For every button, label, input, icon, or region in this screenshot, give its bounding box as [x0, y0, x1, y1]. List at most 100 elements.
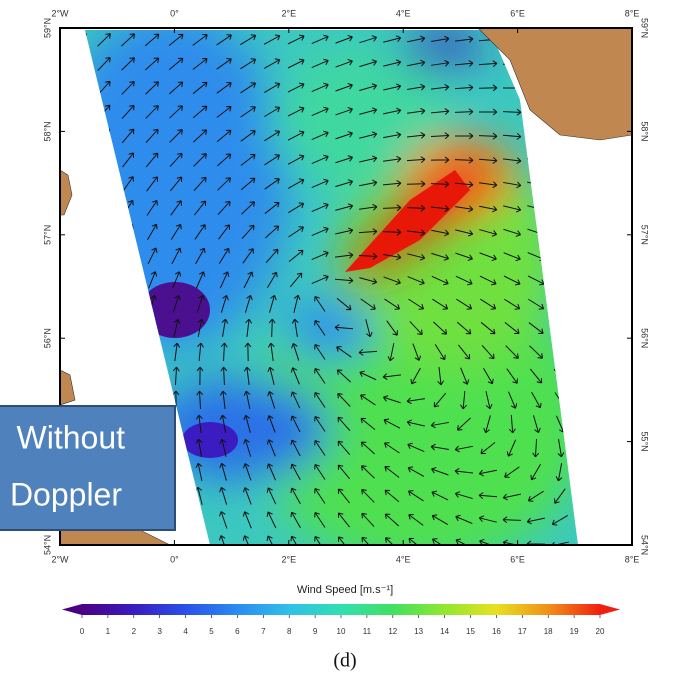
wind-arrow	[290, 439, 301, 457]
wind-arrow	[431, 490, 449, 501]
wind-arrow	[407, 83, 426, 91]
wind-arrow	[240, 106, 256, 118]
wind-arrow	[335, 83, 353, 92]
callout: Without Doppler	[0, 405, 176, 531]
wind-arrow	[335, 107, 353, 116]
wind-arrow	[409, 321, 423, 336]
wind-arrow	[383, 59, 402, 67]
wind-arrow	[437, 367, 444, 386]
wind-arrow	[311, 274, 329, 285]
wind-arrow	[314, 296, 326, 312]
wind-arrow	[384, 442, 400, 454]
lat-label: 57°N	[42, 225, 52, 245]
wind-arrow	[359, 83, 378, 91]
wind-arrow	[434, 344, 446, 361]
wind-arrow	[240, 58, 257, 70]
colorbar-tick-label: 19	[570, 627, 579, 636]
wind-arrow	[147, 223, 158, 241]
wind-arrow	[360, 394, 376, 406]
wind-arrow	[337, 464, 351, 480]
colorbar-tick-label: 5	[209, 627, 214, 636]
wind-arrow	[244, 294, 253, 313]
wind-arrow	[478, 84, 498, 92]
colorbar-tick-label: 12	[388, 627, 397, 636]
wind-arrow	[218, 224, 230, 240]
wind-arrow	[431, 229, 450, 237]
wind-arrow	[197, 342, 204, 362]
wind-arrow	[359, 35, 377, 44]
wind-arrow	[287, 58, 305, 69]
wind-arrow	[479, 252, 497, 262]
colorbar-tick-label: 16	[492, 627, 501, 636]
wind-arrow	[407, 59, 426, 67]
wind-arrow	[314, 512, 326, 528]
wind-arrow	[412, 343, 422, 361]
wind-arrow	[407, 466, 425, 477]
wind-arrow	[121, 104, 135, 119]
wind-arrow	[263, 58, 281, 69]
wind-arrow	[407, 132, 426, 139]
wind-arrow	[264, 178, 280, 190]
wind-arrow	[288, 202, 305, 214]
colorbar-tick-label: 11	[363, 627, 372, 636]
wind-arrow	[456, 321, 472, 335]
wind-arrow	[406, 204, 426, 212]
wind-arrow	[266, 511, 277, 529]
wind-arrow	[311, 82, 329, 93]
wind-arrow	[555, 463, 563, 482]
wind-arrow	[359, 107, 378, 115]
wind-arrow	[145, 81, 159, 95]
wind-arrow	[168, 33, 184, 47]
wind-arrow	[287, 154, 305, 165]
wind-arrow	[529, 345, 544, 359]
wind-arrow	[532, 438, 540, 458]
wind-arrow	[431, 467, 449, 476]
wind-arrow	[195, 271, 206, 289]
wind-arrow	[337, 416, 351, 432]
wind-arrow	[554, 488, 566, 504]
wind-arrow	[334, 277, 354, 284]
wind-arrow	[454, 60, 474, 67]
wind-arrow	[454, 108, 474, 116]
wind-arrow	[287, 178, 305, 189]
wind-arrow	[192, 105, 208, 119]
wind-arrow	[551, 515, 569, 526]
wind-arrow	[267, 366, 275, 385]
wind-arrow	[193, 200, 207, 216]
wind-arrow	[216, 58, 232, 70]
wind-arrow	[528, 298, 545, 310]
wind-arrow	[287, 106, 305, 117]
wind-arrow	[290, 487, 301, 505]
lon-label: 4°E	[396, 8, 411, 18]
wind-arrow	[337, 393, 351, 407]
wind-arrow	[478, 108, 498, 116]
wind-arrow	[218, 247, 230, 264]
wind-arrow	[407, 442, 425, 453]
wind-arrow	[454, 468, 473, 475]
wind-arrow	[145, 105, 159, 119]
wind-arrow	[266, 487, 277, 505]
wind-arrow	[267, 391, 276, 409]
wind-arrow	[290, 511, 301, 529]
lon-label: 8°E	[625, 554, 640, 564]
wind-arrow	[173, 342, 181, 361]
wind-arrow	[361, 489, 375, 503]
wind-arrow	[430, 108, 450, 115]
wind-arrow	[478, 469, 497, 477]
wind-arrow	[502, 108, 522, 116]
wind-arrow	[359, 59, 378, 68]
colorbar-tick-label: 2	[132, 627, 137, 636]
wind-arrow	[382, 204, 402, 212]
wind-arrow	[529, 368, 543, 384]
wind-arrow	[311, 130, 329, 141]
wind-arrow	[431, 252, 450, 261]
wind-arrow	[360, 298, 376, 310]
land	[60, 169, 73, 216]
wind-arrow	[359, 370, 377, 381]
wind-arrow	[502, 133, 522, 140]
wind-arrow	[269, 294, 277, 313]
colorbar-tick-label: 10	[337, 627, 346, 636]
wind-arrow	[193, 176, 207, 192]
wind-arrow	[408, 514, 424, 526]
callout-box	[0, 405, 176, 531]
